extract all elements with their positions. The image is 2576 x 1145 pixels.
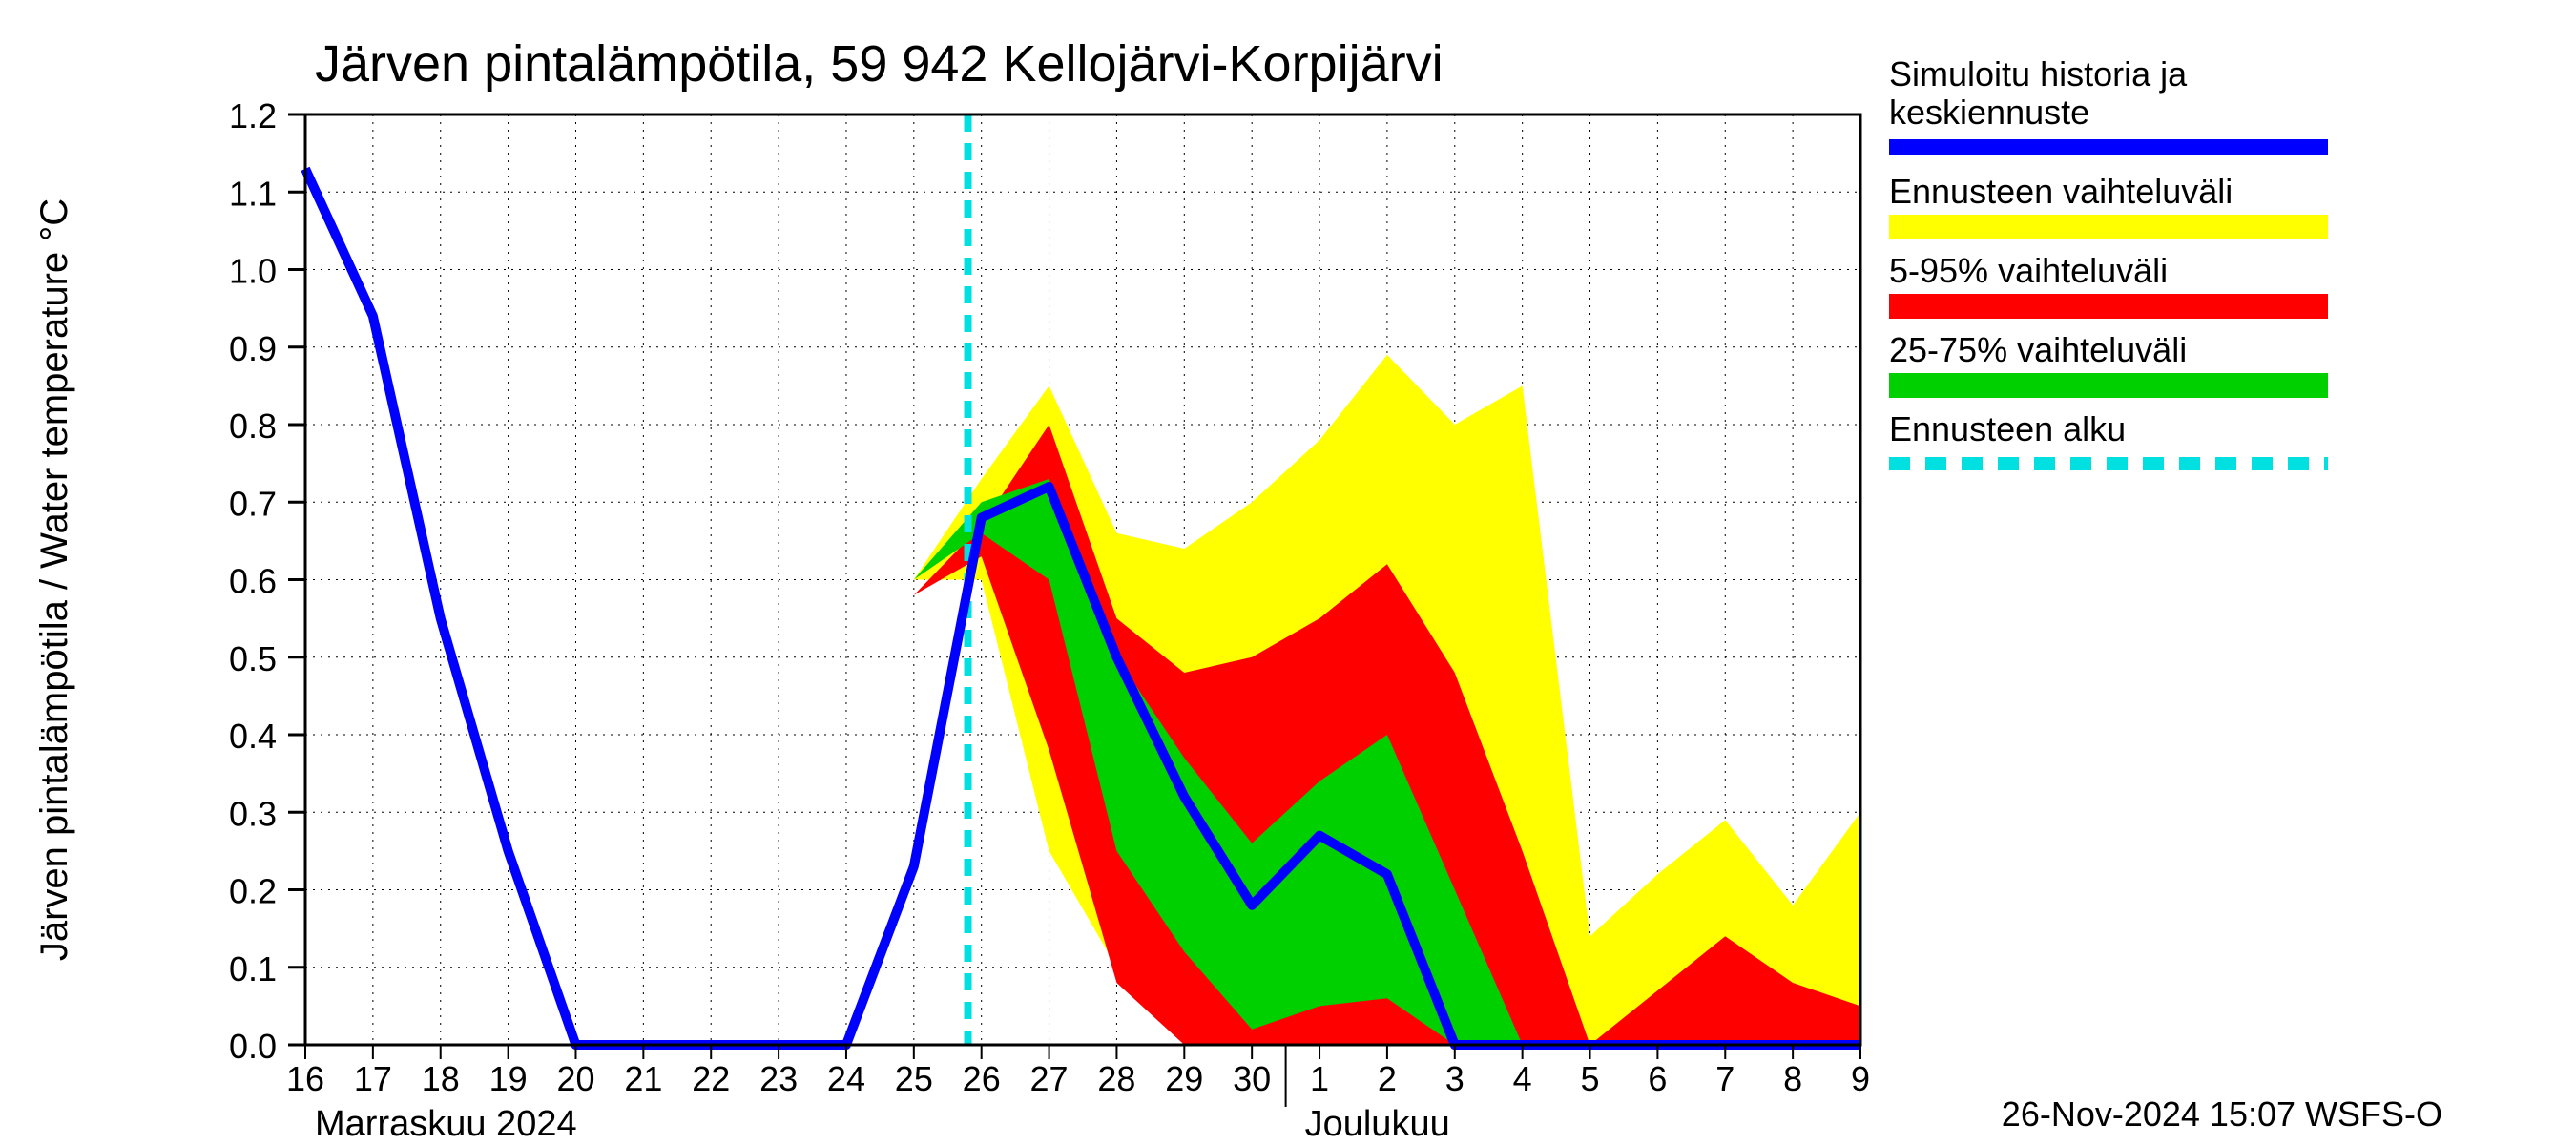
- x-day-label: 9: [1851, 1059, 1870, 1098]
- y-tick-label: 1.2: [229, 96, 277, 135]
- x-day-label: 8: [1783, 1059, 1802, 1098]
- legend-label: Ennusteen vaihteluväli: [1889, 172, 2233, 211]
- legend-swatch: [1889, 294, 2328, 319]
- y-tick-label: 1.0: [229, 252, 277, 291]
- chart-svg: 0.0 0.1 0.2 0.3 0.4 0.5 0.6 0.7 0.8 0.9 1.0 1.1 1.2 1…: [0, 0, 2576, 1145]
- x-day-label: 5: [1581, 1059, 1600, 1098]
- y-tick-label: 0.9: [229, 329, 277, 368]
- footer-text: 26-Nov-2024 15:07 WSFS-O: [2002, 1094, 2442, 1134]
- month2-fi: Joulukuu: [1305, 1104, 1450, 1144]
- x-day-label: 27: [1030, 1059, 1069, 1098]
- x-day-label: 30: [1233, 1059, 1271, 1098]
- chart-title: Järven pintalämpötila, 59 942 Kellojärvi…: [315, 35, 1444, 93]
- y-tick-label: 0.7: [229, 484, 277, 523]
- y-tick-label: 0.5: [229, 639, 277, 678]
- x-day-label: 18: [422, 1059, 460, 1098]
- x-day-label: 28: [1097, 1059, 1135, 1098]
- legend-label2: keskiennuste: [1889, 93, 2089, 132]
- legend-swatch: [1889, 373, 2328, 398]
- x-day-label: 7: [1715, 1059, 1735, 1098]
- y-tick-label: 1.1: [229, 174, 277, 213]
- y-tick-label: 0.8: [229, 406, 277, 446]
- x-day-label: 17: [354, 1059, 392, 1098]
- y-tick-label: 0.4: [229, 717, 277, 756]
- x-day-label: 16: [286, 1059, 324, 1098]
- legend-label: 25-75% vaihteluväli: [1889, 330, 2187, 369]
- x-day-label: 22: [692, 1059, 730, 1098]
- y-tick-label: 0.1: [229, 949, 277, 989]
- x-day-label: 3: [1445, 1059, 1465, 1098]
- x-day-label: 23: [759, 1059, 798, 1098]
- x-day-label: 21: [624, 1059, 662, 1098]
- y-axis-title: Järven pintalämpötila / Water temperatur…: [33, 198, 75, 961]
- x-day-label: 4: [1513, 1059, 1532, 1098]
- y-tick-label: 0.2: [229, 872, 277, 911]
- x-day-label: 19: [489, 1059, 528, 1098]
- x-day-label: 20: [556, 1059, 594, 1098]
- x-day-label: 1: [1310, 1059, 1329, 1098]
- chart-container: 0.0 0.1 0.2 0.3 0.4 0.5 0.6 0.7 0.8 0.9 1.0 1.1 1.2 1…: [0, 0, 2576, 1145]
- month1-fi: Marraskuu 2024: [315, 1104, 577, 1144]
- x-day-label: 25: [895, 1059, 933, 1098]
- x-day-label: 29: [1165, 1059, 1203, 1098]
- x-day-label: 26: [963, 1059, 1001, 1098]
- legend-label: Simuloitu historia ja: [1889, 54, 2188, 94]
- legend-swatch: [1889, 215, 2328, 239]
- legend-label: Ennusteen alku: [1889, 409, 2126, 448]
- y-tick-label: 0.6: [229, 562, 277, 601]
- y-tick-label: 0.3: [229, 794, 277, 833]
- x-day-label: 6: [1648, 1059, 1667, 1098]
- y-tick-label: 0.0: [229, 1027, 277, 1066]
- x-day-label: 2: [1378, 1059, 1397, 1098]
- x-day-label: 24: [827, 1059, 865, 1098]
- legend-label: 5-95% vaihteluväli: [1889, 251, 2168, 290]
